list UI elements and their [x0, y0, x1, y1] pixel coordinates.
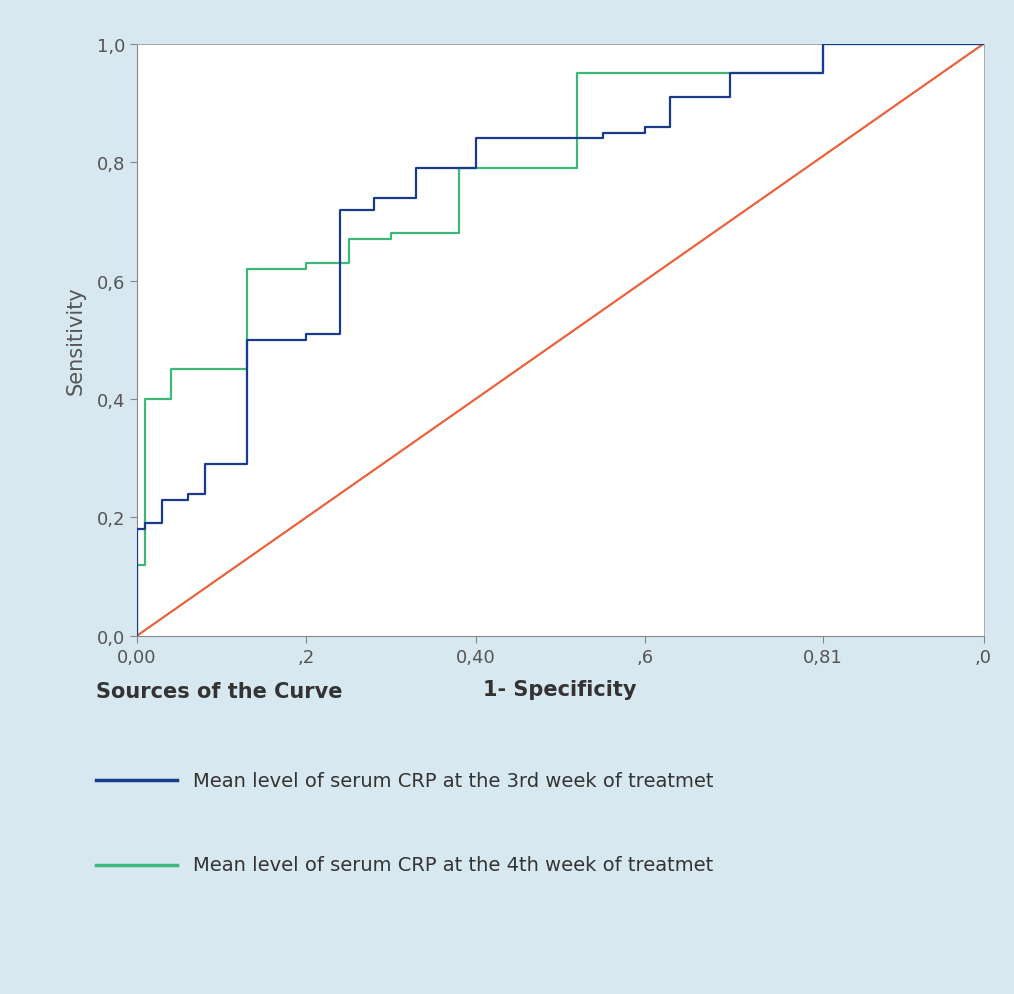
Text: Sources of the Curve: Sources of the Curve	[96, 681, 343, 701]
Text: Mean level of serum CRP at the 3rd week of treatmet: Mean level of serum CRP at the 3rd week …	[193, 770, 713, 790]
X-axis label: 1- Specificity: 1- Specificity	[484, 680, 637, 700]
Text: Mean level of serum CRP at the 4th week of treatmet: Mean level of serum CRP at the 4th week …	[193, 855, 713, 875]
Y-axis label: Sensitivity: Sensitivity	[66, 286, 85, 395]
